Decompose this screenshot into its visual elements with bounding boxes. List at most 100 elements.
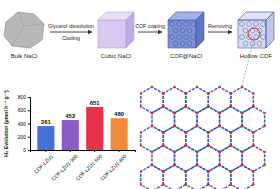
cof-node: [207, 183, 210, 186]
hex-cell: [243, 28, 248, 33]
cube-side: [126, 12, 134, 48]
y-tick: 800: [18, 94, 30, 100]
cof-node: [252, 144, 255, 147]
hex-cell: [170, 34, 175, 39]
x-tick: COF-LZU1-800: [99, 150, 128, 182]
cof-node: [173, 164, 176, 167]
cof-node: [252, 105, 255, 108]
y-tick: 400: [18, 121, 30, 127]
cof-node: [252, 183, 255, 186]
hex-cell: [173, 41, 178, 46]
x-axis-line: [31, 151, 136, 153]
cof-node: [196, 164, 199, 167]
cof-node: [207, 170, 210, 173]
cof-node: [218, 151, 221, 154]
cof-node: [230, 92, 233, 95]
y-tick-mark: [28, 110, 30, 111]
cof-node: [151, 86, 154, 89]
x-tick-label: COF-LZU1: [33, 153, 55, 175]
cof-node: [230, 183, 233, 186]
cof-node: [162, 144, 165, 147]
cof-node: [230, 105, 233, 108]
hex-cell: [257, 41, 262, 46]
cof-node: [207, 144, 210, 147]
cof-node: [151, 112, 154, 115]
bulk-nacl: [4, 12, 44, 48]
y-tick-label: 600: [18, 107, 27, 113]
cof-node: [252, 170, 255, 173]
cof-node: [196, 164, 199, 167]
hex-cell: [243, 41, 248, 46]
zoom-circle: [248, 28, 260, 40]
cof-node: [173, 125, 176, 128]
cof-node: [184, 131, 187, 134]
cof-node: [196, 112, 199, 115]
hex-cell: [180, 28, 185, 33]
hex-cell: [240, 34, 245, 39]
step-label: Cubic NaCl: [101, 53, 131, 59]
data-label: 651: [90, 100, 101, 106]
cof-node: [173, 112, 176, 115]
y-axis-line: [28, 98, 31, 151]
cof-node: [218, 164, 221, 167]
cof-node: [207, 105, 210, 108]
cof-node: [196, 151, 199, 154]
cof-node: [184, 92, 187, 95]
hex-cell: [173, 28, 178, 33]
cof-node: [173, 112, 176, 115]
cof-node: [230, 144, 233, 147]
cof-node: [184, 170, 187, 173]
cof-node: [207, 144, 210, 147]
y-tick-mark: [28, 150, 30, 151]
hex-cell: [250, 41, 255, 46]
y-tick-label: 200: [18, 134, 27, 140]
cof-node: [263, 151, 266, 154]
cof-node: [184, 92, 187, 95]
data-label: 480: [114, 111, 125, 117]
cof-node: [207, 131, 210, 134]
arrow-label: Cooling: [62, 35, 80, 41]
cube-front: [98, 20, 126, 48]
cof-node: [230, 183, 233, 186]
cof-node: [151, 125, 154, 128]
cof-node: [151, 112, 154, 115]
cube-side: [196, 12, 204, 48]
process-arrow: [138, 32, 162, 33]
cof-node: [162, 170, 165, 173]
cof-node: [230, 144, 233, 147]
cof-node: [196, 164, 199, 167]
cof-nacl: [168, 12, 204, 48]
y-tick-mark: [28, 97, 30, 98]
cof-node: [241, 112, 244, 115]
cof-node: [218, 112, 221, 115]
x-tick-mark: [94, 150, 95, 152]
cof-node: [173, 125, 176, 128]
cof-node: [184, 131, 187, 134]
bars: [37, 107, 127, 150]
arrow-label: Removing: [208, 23, 232, 29]
bulk-nacl-facet: [12, 12, 44, 46]
hex-cell: [184, 34, 189, 39]
cof-network: [139, 86, 265, 189]
process-arrow: [50, 32, 92, 33]
cof-node: [184, 183, 187, 186]
cof-node: [196, 125, 199, 128]
cof-node: [207, 131, 210, 134]
cof-node: [196, 112, 199, 115]
data-label: 452: [65, 113, 76, 119]
cof-node: [218, 112, 221, 115]
cof-node: [173, 112, 176, 115]
cof-node: [184, 105, 187, 108]
hex-cell: [261, 34, 266, 39]
y-tick-label: 400: [18, 121, 27, 127]
hex-cell: [170, 21, 175, 26]
cof-node: [207, 170, 210, 173]
y-tick: 600: [18, 107, 30, 113]
cof-node: [173, 164, 176, 167]
zoom-guide: [240, 40, 254, 92]
x-tick-mark: [119, 150, 120, 152]
cof-node: [230, 131, 233, 134]
hex-cell: [254, 21, 259, 26]
cof-node: [218, 125, 221, 128]
cof-node: [162, 105, 165, 108]
